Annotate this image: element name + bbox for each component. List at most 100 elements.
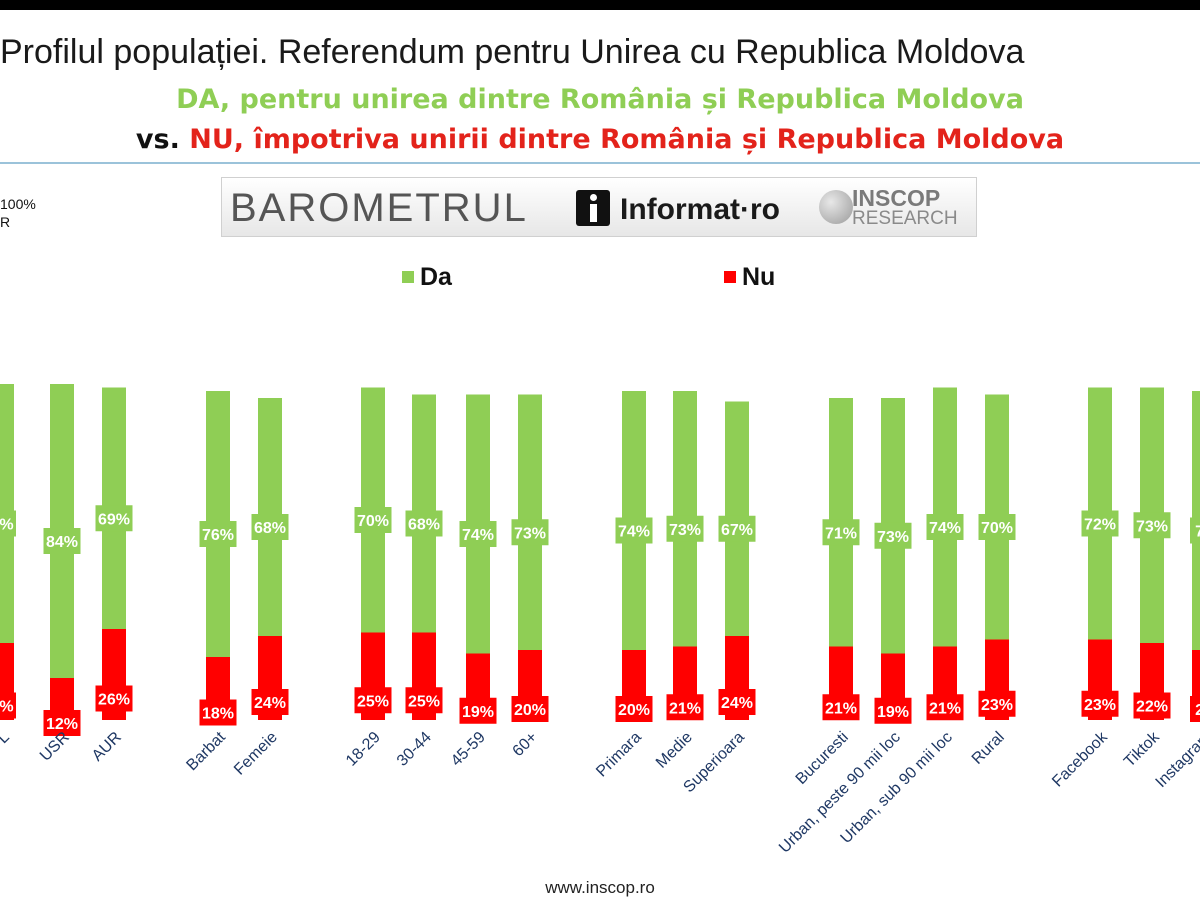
label-da-femeie: 68% — [254, 520, 286, 537]
label-da-18-29: 70% — [357, 513, 389, 530]
label-nu-urban-peste-90-mii-loc-group: 19% — [874, 697, 912, 724]
informat-logo-icon — [576, 190, 610, 226]
label-nu-facebook: 23% — [1084, 697, 1116, 714]
label-nu-rural-group: 23% — [978, 690, 1016, 717]
label-nu-primara: 20% — [618, 702, 650, 719]
label-nu-bucuresti-box — [822, 694, 860, 721]
label-da-primara-group: 74% — [615, 517, 653, 544]
label-da-urban-sub-90-mii-loc-box — [926, 514, 964, 540]
label-nu-instagram-group: 20 — [1190, 696, 1200, 722]
axis-note-line2: R — [0, 214, 11, 230]
legend-nu-label: Nu — [742, 263, 776, 291]
x-tick-label-18-29: 18-29 — [343, 729, 384, 770]
label-da-bucuresti-group: 71% — [822, 519, 860, 546]
label-da-urban-peste-90-mii-loc-group: 73% — [874, 522, 912, 549]
label-nu-urban-sub-90-mii-loc-group: 21% — [926, 694, 964, 721]
label-nu-facebook-box — [1081, 690, 1119, 717]
legend-nu-swatch — [724, 271, 736, 283]
label-da-45-59-box — [459, 521, 497, 547]
label-da-rural-box — [978, 514, 1016, 540]
barometrul-logo-banner: BAROMETRUL Informat·ro INSCOP RESEARCH — [221, 177, 977, 237]
label-nu-femeie: 24% — [254, 695, 286, 712]
label-nu-medie-group: 21% — [666, 694, 704, 721]
label-da-rural-group: 70% — [978, 514, 1016, 540]
label-nu-bucuresti: 21% — [825, 700, 857, 717]
label-nu-rural: 23% — [981, 697, 1013, 714]
label-nu-tiktok: 22% — [1136, 699, 1168, 716]
label-nu-45-59: 19% — [462, 704, 494, 721]
x-tick-label-45-59: 45-59 — [448, 729, 489, 770]
label-da-l-box — [0, 510, 16, 537]
x-tick-label-femeie: Femeie — [231, 729, 281, 779]
label-da-superioara: 67% — [721, 522, 753, 539]
label-nu-femeie-group: 24% — [251, 689, 289, 715]
label-nu-medie: 21% — [669, 700, 701, 717]
label-nu-18-29-group: 25% — [354, 687, 392, 714]
subtitle-da: DA, pentru unirea dintre România și Repu… — [176, 84, 1024, 115]
bar-nu-instagram — [1192, 650, 1200, 720]
label-da-aur-group: 69% — [95, 505, 133, 532]
subtitle-nu-line: vs. NU, împotriva unirii dintre România … — [0, 123, 1200, 157]
label-da-usr: 84% — [46, 534, 78, 551]
label-nu-bucuresti-group: 21% — [822, 694, 860, 721]
x-tick-label-30-44: 30-44 — [394, 729, 435, 770]
top-bar — [0, 0, 1200, 10]
label-da-30-44-group: 68% — [405, 510, 443, 537]
label-da-l: 4% — [0, 517, 14, 534]
stacked-bar-chart: 2%4%L12%84%USR26%69%AUR18%76%Barbat24%68… — [0, 384, 1200, 857]
label-nu-usr-group: 12% — [43, 710, 81, 736]
label-da-45-59: 74% — [462, 527, 494, 544]
label-da-aur: 69% — [98, 511, 130, 528]
label-da-urban-peste-90-mii-loc: 73% — [877, 529, 909, 546]
legend-da-label: Da — [420, 263, 452, 291]
label-da-barbat-group: 76% — [199, 521, 237, 547]
label-nu-instagram-box — [1190, 696, 1200, 722]
divider-line — [0, 162, 1200, 164]
label-da-tiktok-group: 73% — [1133, 512, 1171, 539]
label-da-aur-box — [95, 505, 133, 532]
label-nu-tiktok-box — [1133, 692, 1171, 719]
x-tick-label-tiktok: Tiktok — [1121, 728, 1163, 770]
label-da-facebook-box — [1081, 510, 1119, 537]
label-nu-aur-group: 26% — [95, 685, 133, 712]
x-tick-label-primara: Primara — [593, 729, 645, 781]
label-nu-urban-peste-90-mii-loc-box — [874, 697, 912, 724]
subtitle-nu: NU, împotriva unirii dintre România și R… — [189, 124, 1065, 155]
label-da-facebook-group: 72% — [1081, 510, 1119, 537]
label-da-18-29-box — [354, 507, 392, 533]
label-nu-60-box — [511, 696, 549, 722]
label-da-rural: 70% — [981, 520, 1013, 537]
label-da-femeie-group: 68% — [251, 514, 289, 540]
label-da-60-group: 73% — [511, 519, 549, 546]
label-nu-18-29-box — [354, 687, 392, 714]
label-nu-45-59-group: 19% — [459, 697, 497, 724]
label-nu-barbat: 18% — [202, 706, 234, 723]
label-da-tiktok: 73% — [1136, 518, 1168, 535]
label-nu-barbat-box — [199, 699, 237, 726]
label-nu-urban-sub-90-mii-loc: 21% — [929, 700, 961, 717]
label-da-60: 73% — [514, 525, 546, 542]
inscop-research-text: RESEARCH — [852, 208, 958, 229]
label-da-barbat-box — [199, 521, 237, 547]
label-nu-usr: 12% — [46, 716, 78, 733]
label-da-18-29-group: 70% — [354, 507, 392, 533]
informat-logo-text: Informat·ro — [620, 193, 780, 226]
label-da-medie-box — [666, 515, 704, 542]
label-da-femeie-box — [251, 514, 289, 540]
page-title: Profilul populației. Referendum pentru U… — [0, 33, 1025, 71]
label-da-urban-peste-90-mii-loc-box — [874, 522, 912, 549]
axis-note: 100% R — [0, 195, 36, 231]
label-nu-usr-box — [43, 710, 81, 736]
label-nu-45-59-box — [459, 697, 497, 724]
label-nu-superioara-group: 24% — [718, 689, 756, 715]
x-tick-label-barbat: Barbat — [183, 728, 229, 774]
label-da-instagram-group: 74 — [1190, 517, 1200, 544]
label-nu-urban-peste-90-mii-loc: 19% — [877, 704, 909, 721]
label-nu-superioara-box — [718, 689, 756, 715]
label-nu-60-group: 20% — [511, 696, 549, 722]
label-nu-30-44-box — [405, 687, 443, 714]
label-nu-30-44-group: 25% — [405, 687, 443, 714]
label-da-usr-group: 84% — [43, 528, 81, 554]
label-da-instagram: 74 — [1195, 524, 1200, 541]
label-nu-femeie-box — [251, 689, 289, 715]
